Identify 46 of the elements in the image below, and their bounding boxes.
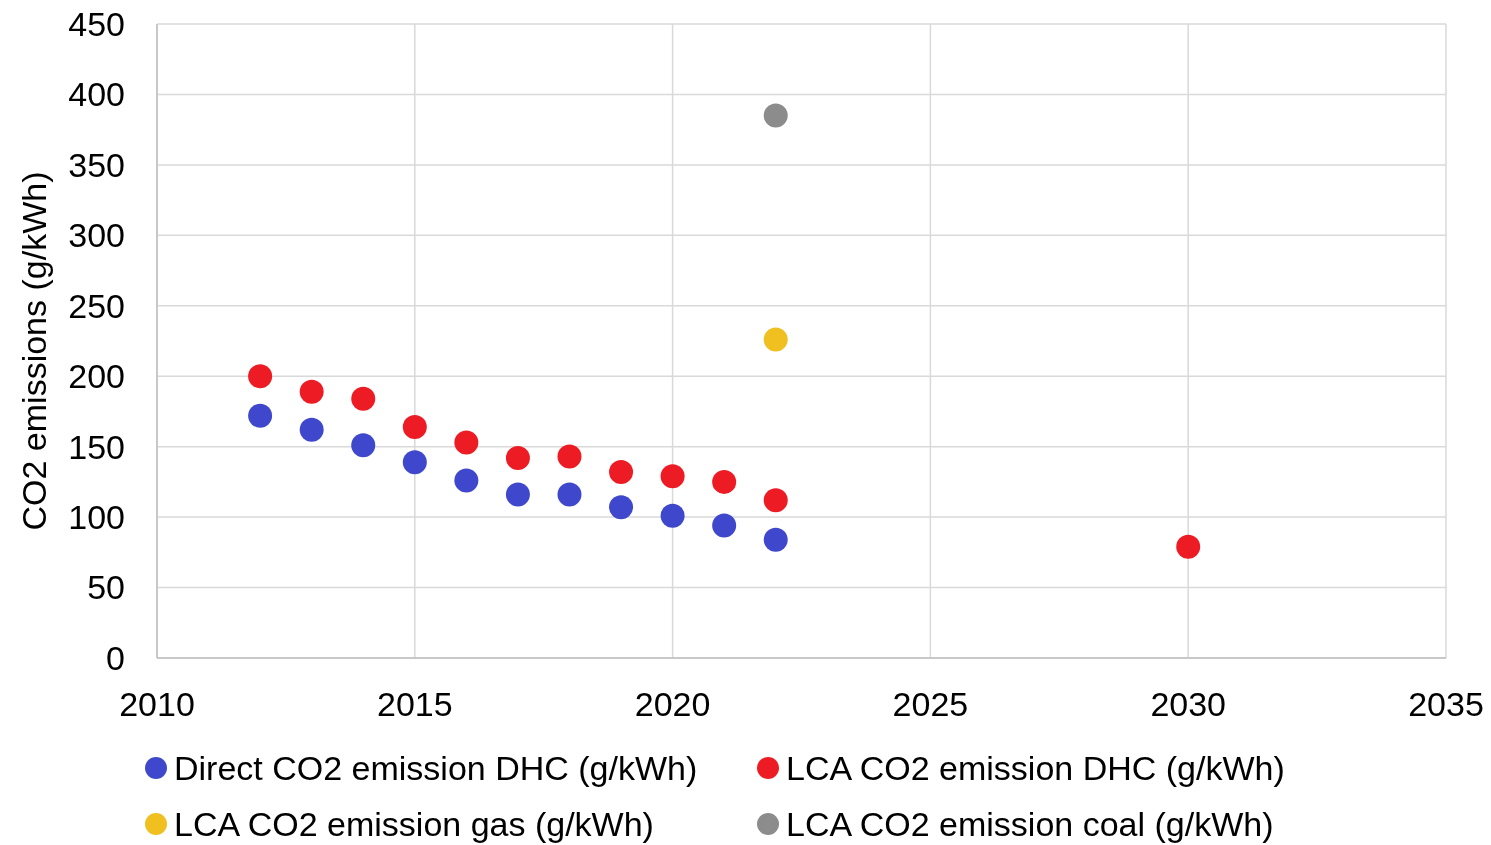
x-tick-label: 2025 [892, 684, 969, 723]
point [609, 460, 634, 485]
point [351, 433, 376, 458]
x-tick-label: 2030 [1150, 684, 1227, 723]
x-tick-label: 2035 [1408, 684, 1484, 723]
point [299, 379, 324, 404]
point [609, 495, 634, 520]
point [454, 468, 479, 493]
point [763, 327, 788, 352]
point [351, 386, 376, 411]
legend-label: LCA CO2 emission gas (g/kWh) [174, 804, 654, 843]
point [402, 450, 427, 475]
point [248, 364, 273, 389]
y-tick-label: 400 [68, 75, 125, 114]
x-tick-label: 2020 [634, 684, 711, 723]
y-tick-label: 200 [68, 357, 125, 396]
point [557, 444, 582, 469]
y-tick-label: 450 [68, 4, 125, 43]
x-tick-label: 2010 [119, 684, 195, 723]
y-tick-label: 100 [68, 498, 125, 537]
y-axis-title: CO2 emissions (g/kWh) [15, 171, 53, 531]
legend-label: LCA CO2 emission coal (g/kWh) [786, 804, 1274, 843]
legend-label: Direct CO2 emission DHC (g/kWh) [174, 748, 698, 787]
point [402, 414, 427, 439]
y-tick-label: 250 [68, 286, 125, 325]
point [660, 503, 685, 528]
point [1176, 534, 1201, 559]
point [712, 513, 737, 538]
y-tick-label: 50 [87, 568, 125, 607]
y-tick-label: 350 [68, 145, 125, 184]
point [763, 488, 788, 513]
point [763, 103, 788, 128]
point [248, 403, 273, 428]
point [299, 417, 324, 442]
legend-label: LCA CO2 emission DHC (g/kWh) [786, 748, 1285, 787]
point [505, 482, 530, 507]
point [660, 464, 685, 489]
point [454, 430, 479, 455]
point [712, 469, 737, 494]
y-tick-label: 0 [106, 638, 125, 677]
point [505, 445, 530, 470]
x-tick-label: 2015 [376, 684, 453, 723]
y-tick-label: 150 [68, 427, 125, 466]
point [763, 527, 788, 552]
point [557, 482, 582, 507]
y-tick-label: 300 [68, 216, 125, 255]
